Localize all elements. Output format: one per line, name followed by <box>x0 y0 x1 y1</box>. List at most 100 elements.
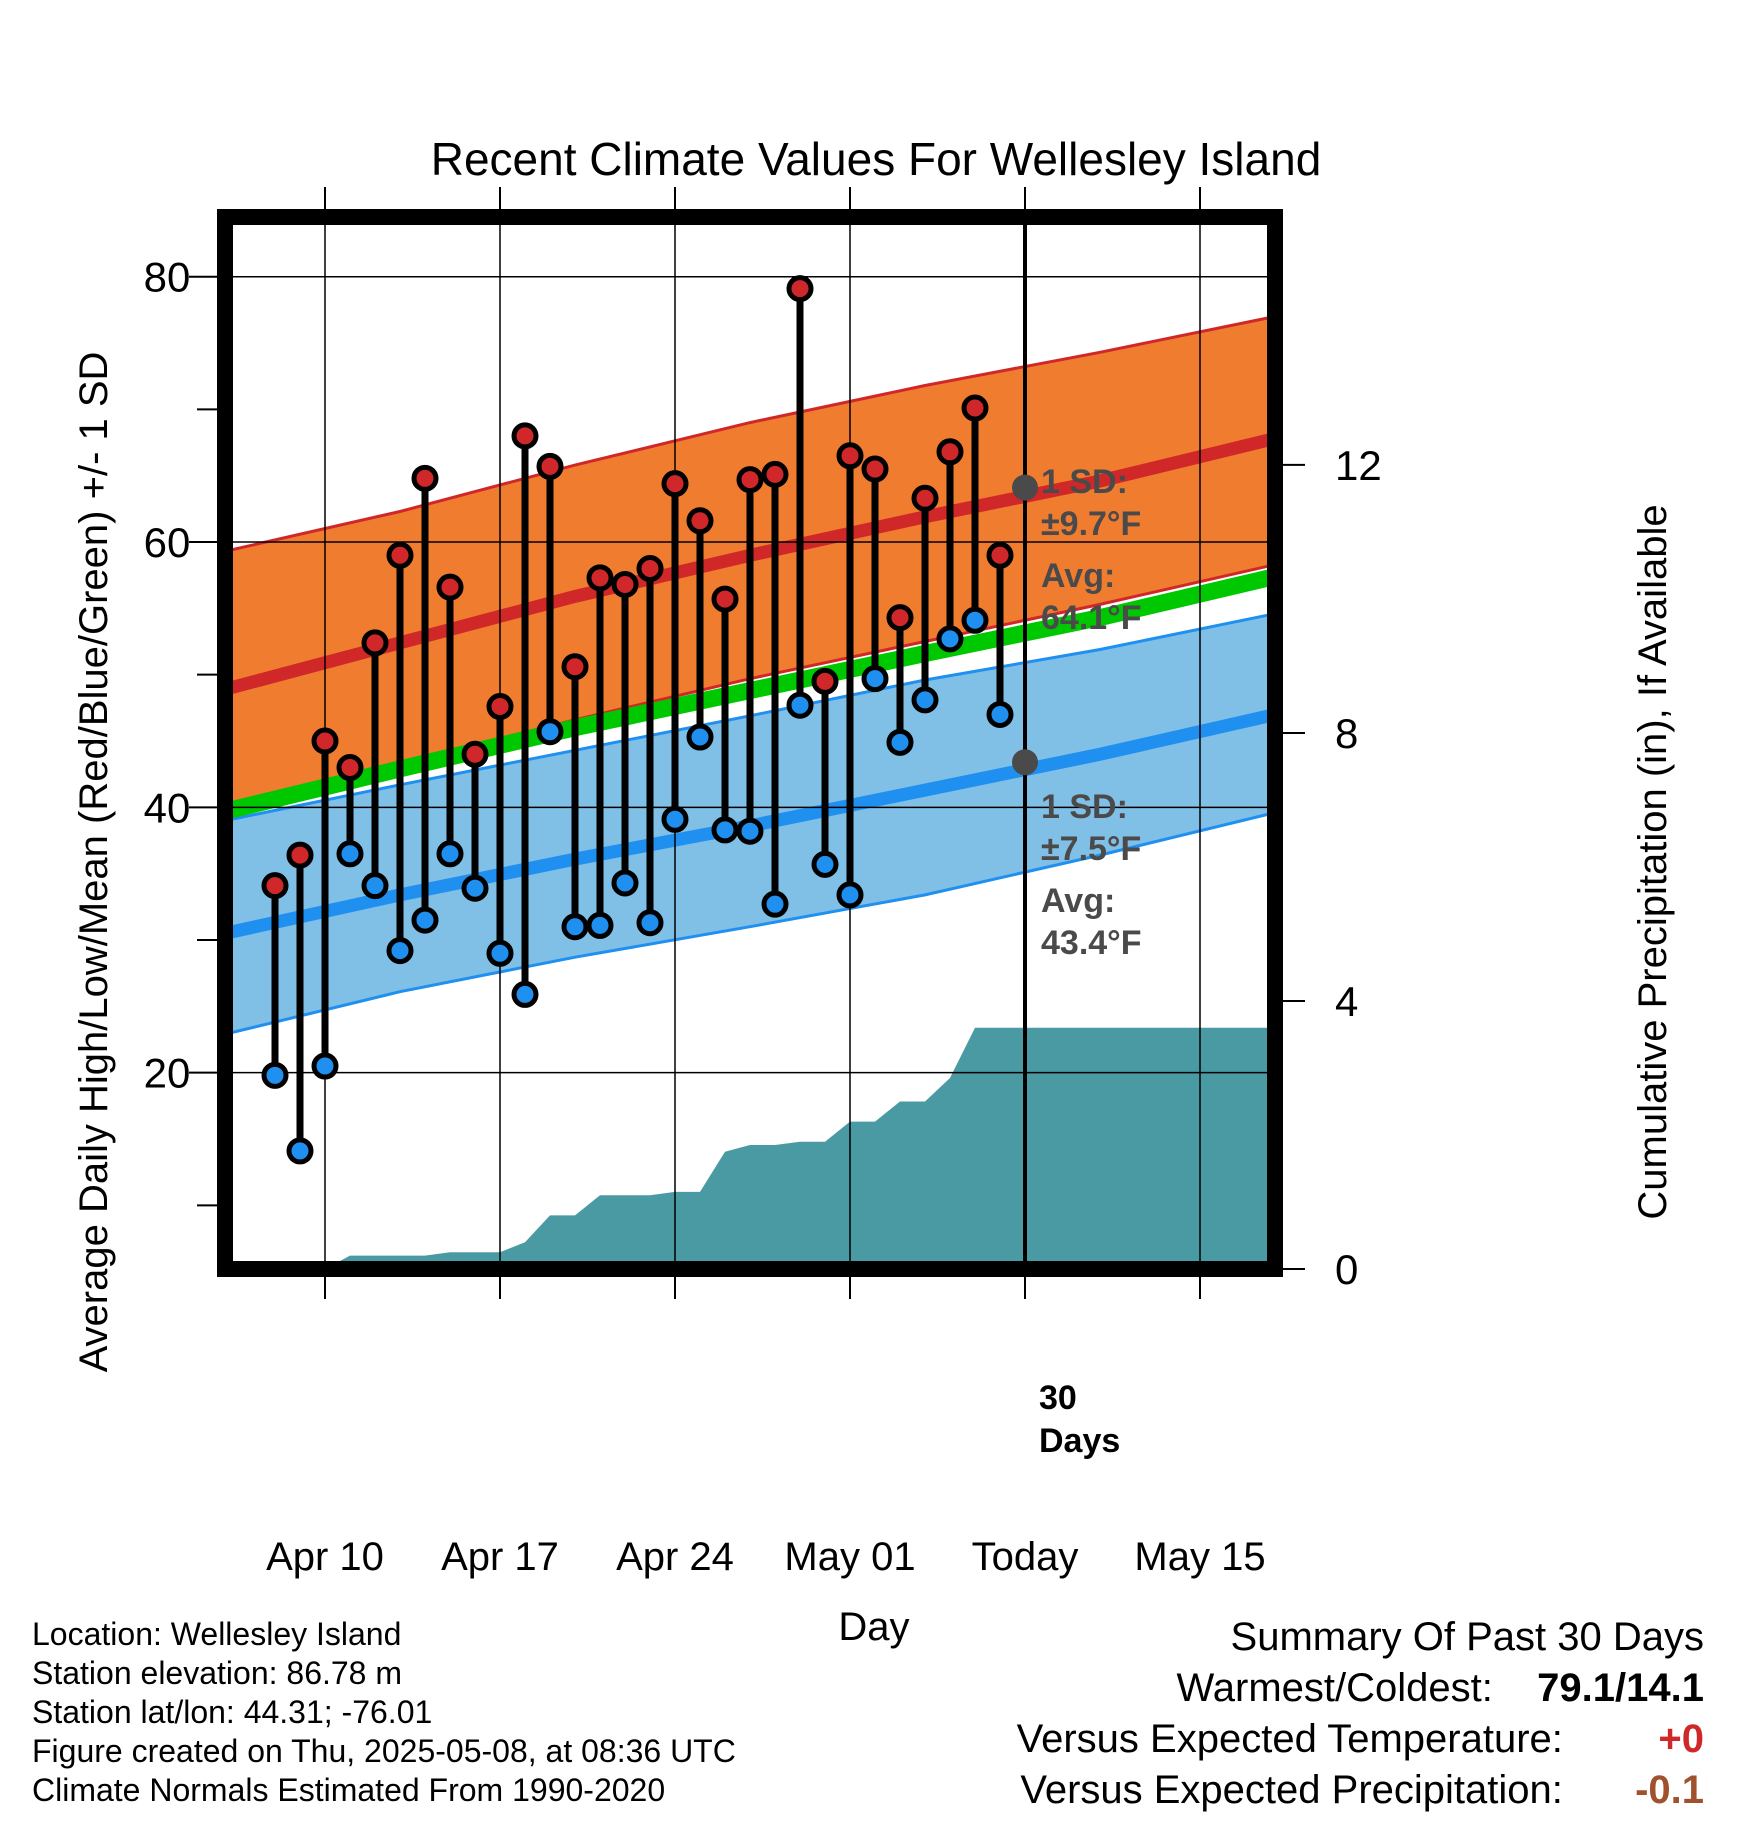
observed-low-point <box>611 869 639 897</box>
observed-low-point <box>961 606 989 634</box>
observed-low-point <box>636 909 664 937</box>
observed-high-point <box>986 541 1014 569</box>
observed-high-point <box>911 484 939 512</box>
y-axis-title: Average Daily High/Low/Mean (Red/Blue/Gr… <box>72 352 116 1373</box>
observed-low-point <box>511 980 539 1008</box>
days-word-label: Days <box>1039 1422 1120 1460</box>
observed-low-point <box>286 1137 314 1165</box>
observed-low-point <box>686 723 714 751</box>
high-sd-label: 1 SD: <box>1041 463 1128 501</box>
observed-low-point <box>811 850 839 878</box>
x-tick-label: Today <box>972 1535 1079 1579</box>
observed-high-point <box>536 452 564 480</box>
observed-high-point <box>386 541 414 569</box>
y2-tick-label: 0 <box>1335 1246 1358 1293</box>
latlon-text: Station lat/lon: 44.31; -76.01 <box>32 1694 433 1730</box>
high-sd-value: ±9.7°F <box>1041 505 1141 543</box>
observed-high-point <box>736 466 764 494</box>
observed-low-point <box>836 881 864 909</box>
observed-low-point <box>536 718 564 746</box>
y2-tick-label: 8 <box>1335 710 1358 757</box>
observed-high-point <box>336 754 364 782</box>
observed-high-point <box>936 438 964 466</box>
observed-high-point <box>286 841 314 869</box>
observed-low-point <box>386 937 414 965</box>
y-tick-label: 40 <box>144 784 191 831</box>
observed-high-point <box>686 507 714 535</box>
observed-low-point <box>786 691 814 719</box>
observed-low-point <box>736 817 764 845</box>
observed-low-point <box>936 625 964 653</box>
observed-low-point <box>261 1061 289 1089</box>
observed-high-point <box>961 394 989 422</box>
today-high-avg-point <box>1012 474 1038 501</box>
observed-high-point <box>486 693 514 721</box>
observed-high-point <box>761 460 789 488</box>
location-text: Location: Wellesley Island <box>32 1616 402 1652</box>
observed-high-point <box>786 275 814 303</box>
observed-low-point <box>561 913 589 941</box>
observed-high-point <box>361 629 389 657</box>
warm-cold-label: Warmest/Coldest: <box>1176 1666 1493 1710</box>
y2-tick-label: 12 <box>1335 442 1382 489</box>
high-avg-label: Avg: <box>1041 557 1115 595</box>
observed-low-point <box>861 665 889 693</box>
summary-title: Summary Of Past 30 Days <box>1230 1615 1704 1659</box>
observed-low-point <box>411 906 439 934</box>
precip-area <box>325 1027 1275 1269</box>
observed-high-point <box>311 727 339 755</box>
temp-value: +0 <box>1658 1717 1704 1761</box>
created-text: Figure created on Thu, 2025-05-08, at 08… <box>32 1733 736 1769</box>
observed-low-point <box>986 700 1014 728</box>
observed-high-point <box>561 653 589 681</box>
observed-high-point <box>461 740 489 768</box>
x-tick-label: May 01 <box>784 1535 915 1579</box>
temp-label: Versus Expected Temperature: <box>1016 1717 1563 1761</box>
observed-low-point <box>711 816 739 844</box>
station-info: Location: Wellesley Island Station eleva… <box>32 1615 736 1810</box>
observed-high-point <box>611 570 639 598</box>
chart-title: Recent Climate Values For Wellesley Isla… <box>431 133 1322 185</box>
temp-row: Versus Expected Temperature: +0 <box>1017 1714 1704 1765</box>
precip-label: Versus Expected Precipitation: <box>1020 1768 1563 1812</box>
today-low-avg-point <box>1012 749 1038 776</box>
observed-low-point <box>486 939 514 967</box>
plot-layers <box>225 217 1275 1269</box>
observed-high-point <box>711 585 739 613</box>
elevation-text: Station elevation: 86.78 m <box>32 1655 403 1691</box>
observed-high-point <box>586 564 614 592</box>
observed-low-point <box>311 1052 339 1080</box>
observed-low-point <box>461 874 489 902</box>
normals-text: Climate Normals Estimated From 1990-2020 <box>32 1772 666 1808</box>
plot-frame <box>217 209 1283 1277</box>
observed-low-point <box>436 840 464 868</box>
observed-high-point <box>811 667 839 695</box>
observed-high-point <box>836 442 864 470</box>
low-sd-label: 1 SD: <box>1041 788 1128 826</box>
observed-low-point <box>886 728 914 756</box>
y-tick-label: 80 <box>144 254 191 301</box>
observed-high-point <box>261 872 289 900</box>
x-tick-label: May 15 <box>1134 1535 1265 1579</box>
summary-panel: Summary Of Past 30 Days Warmest/Coldest:… <box>1017 1612 1704 1816</box>
low-lower-line <box>225 811 1275 1036</box>
x-axis-title: Day <box>838 1605 909 1649</box>
warm-cold-value: 79.1/14.1 <box>1537 1666 1704 1710</box>
observed-low-point <box>336 840 364 868</box>
y-tick-label: 60 <box>144 519 191 566</box>
precip-value: -0.1 <box>1635 1768 1704 1812</box>
observed-high-point <box>436 573 464 601</box>
observed-low-point <box>761 890 789 918</box>
low-avg-label: Avg: <box>1041 882 1115 920</box>
y2-tick-label: 4 <box>1335 978 1358 1025</box>
observed-high-point <box>636 555 664 583</box>
high-avg-value: 64.1°F <box>1041 599 1142 637</box>
warm-cold-row: Warmest/Coldest: 79.1/14.1 <box>1017 1663 1705 1714</box>
y2-axis-title: Cumulative Precipitation (in), If Availa… <box>1631 504 1675 1219</box>
observed-high-point <box>886 604 914 632</box>
observed-high-point <box>861 455 889 483</box>
observed-high-point <box>511 422 539 450</box>
x-tick-label: Apr 24 <box>616 1535 734 1579</box>
days-count-label: 30 <box>1039 1379 1077 1417</box>
